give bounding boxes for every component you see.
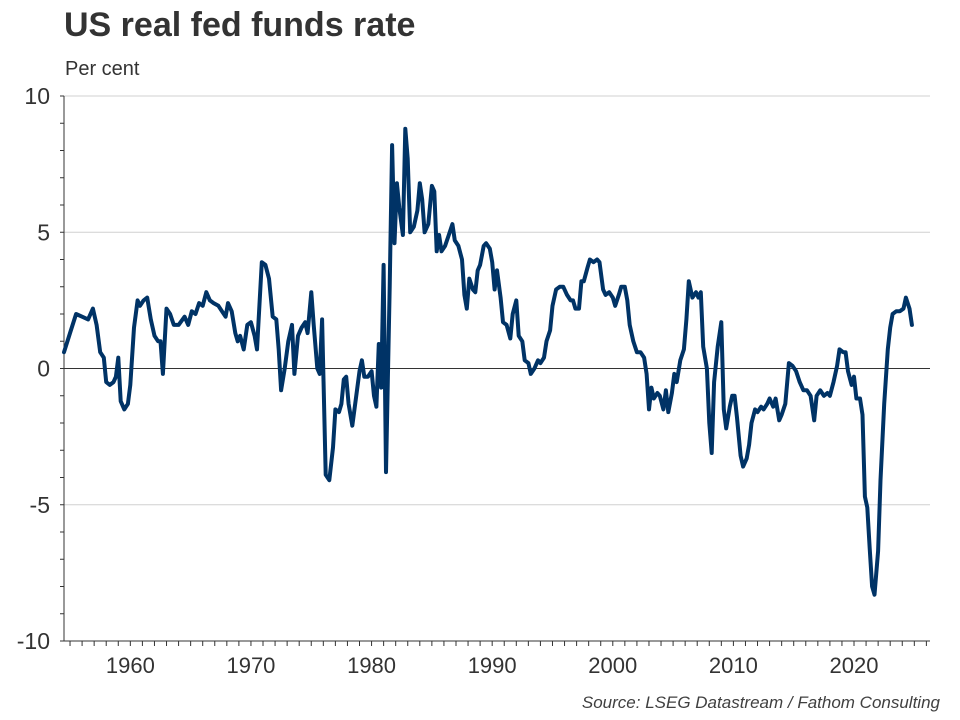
x-tick-label-2: 1980 — [347, 653, 396, 678]
x-tick-label-5: 2010 — [709, 653, 758, 678]
y-axis-ticks: 10 5 0 -5 -10 — [17, 83, 50, 654]
x-axis-ticks: 1960 1970 1980 1990 2000 2010 2020 — [106, 653, 879, 678]
y-tick-label-0: 10 — [24, 83, 50, 109]
y-axis-unit-label: Per cent — [65, 58, 140, 80]
axes — [60, 95, 930, 646]
y-tick-label-1: 5 — [37, 219, 50, 245]
y-tick-label-3: -5 — [30, 492, 50, 518]
x-tick-label-3: 1990 — [468, 653, 517, 678]
chart-title: US real fed funds rate — [64, 6, 416, 44]
x-tick-label-1: 1970 — [226, 653, 275, 678]
source-note: Source: LSEG Datastream / Fathom Consult… — [581, 693, 940, 712]
x-tick-label-0: 1960 — [106, 653, 155, 678]
x-tick-label-4: 2000 — [588, 653, 637, 678]
y-tick-label-2: 0 — [37, 356, 50, 382]
y-tick-label-4: -10 — [17, 628, 50, 654]
gridlines — [64, 95, 930, 506]
series-line-0 — [62, 126, 914, 597]
series-group — [62, 126, 914, 597]
x-tick-label-6: 2020 — [830, 653, 879, 678]
